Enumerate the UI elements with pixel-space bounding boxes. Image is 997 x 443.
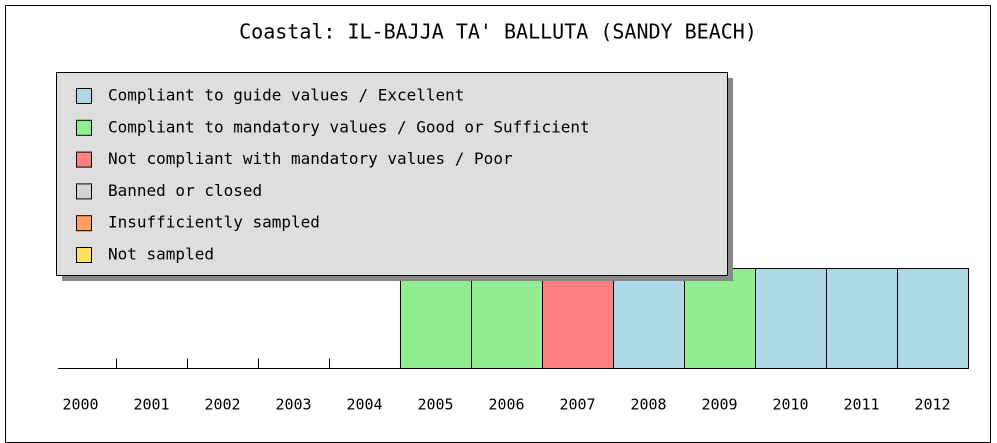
x-tick-label: 2001 [133, 396, 169, 414]
x-tick-label: 2009 [701, 396, 737, 414]
legend-label: Not compliant with mandatory values / Po… [108, 149, 513, 168]
legend-swatch [76, 215, 92, 232]
legend-label: Banned or closed [108, 181, 262, 200]
legend-label: Insufficiently sampled [108, 213, 320, 232]
x-tick-label: 2012 [914, 396, 950, 414]
bar [400, 268, 472, 369]
x-tick-label: 2000 [62, 396, 98, 414]
x-tick-label: 2010 [772, 396, 808, 414]
bar [755, 268, 827, 369]
legend-swatch [76, 88, 92, 104]
legend-swatch [76, 119, 92, 136]
x-tick-label: 2008 [630, 396, 666, 414]
bar [542, 268, 614, 369]
bar [897, 268, 969, 369]
x-tick-label: 2011 [843, 396, 879, 414]
x-tick-label: 2002 [204, 396, 240, 414]
legend-label: Compliant to guide values / Excellent [108, 86, 464, 105]
legend-swatch [76, 247, 92, 263]
x-tick-label: 2003 [275, 396, 311, 414]
chart-title: Coastal: IL-BAJJA TA' BALLUTA (SANDY BEA… [239, 20, 757, 44]
x-tick-label: 2004 [346, 396, 382, 414]
bar [613, 268, 685, 369]
legend-swatch [76, 183, 92, 200]
bar [684, 268, 756, 369]
bar [826, 268, 898, 369]
x-tick-label: 2007 [559, 396, 595, 414]
x-tick-label: 2006 [488, 396, 524, 414]
legend [56, 72, 728, 276]
bar [471, 268, 543, 369]
legend-label: Not sampled [108, 245, 214, 264]
x-tick-label: 2005 [417, 396, 453, 414]
legend-label: Compliant to mandatory values / Good or … [108, 117, 590, 136]
legend-swatch [76, 151, 92, 168]
